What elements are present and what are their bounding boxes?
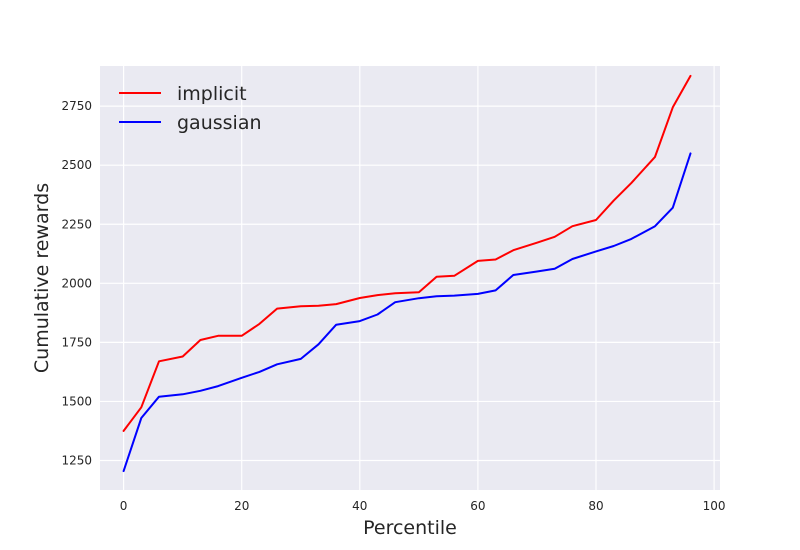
tick-labels: 0 20 40 60 80 100 1250 1500 1750 2000 2250 2500 2750: [61, 99, 725, 513]
y-tick-label: 2000: [61, 276, 92, 290]
x-tick-label: 0: [120, 499, 128, 513]
y-tick-label: 2250: [61, 217, 92, 231]
x-tick-label: 60: [470, 499, 485, 513]
series-lines: [122, 74, 692, 473]
x-tick-label: 100: [703, 499, 726, 513]
y-axis-label: Cumulative rewards: [31, 183, 53, 373]
y-tick-label: 1250: [61, 453, 92, 467]
y-tick-label: 2750: [61, 99, 92, 113]
y-tick-label: 1500: [61, 394, 92, 408]
y-tick-label: 2500: [61, 158, 92, 172]
x-tick-label: 40: [352, 499, 367, 513]
x-tick-label: 80: [588, 499, 603, 513]
legend: implicit gaussian: [119, 83, 262, 134]
x-tick-label: 20: [234, 499, 249, 513]
x-axis-label: Percentile: [363, 517, 457, 539]
legend-label-gaussian: gaussian: [177, 112, 262, 134]
series-line-implicit: [122, 74, 692, 432]
y-tick-label: 1750: [61, 335, 92, 349]
grid-lines: [100, 66, 720, 490]
legend-label-implicit: implicit: [177, 83, 247, 105]
series-line-gaussian: [122, 152, 692, 473]
plot-background: [100, 66, 720, 490]
